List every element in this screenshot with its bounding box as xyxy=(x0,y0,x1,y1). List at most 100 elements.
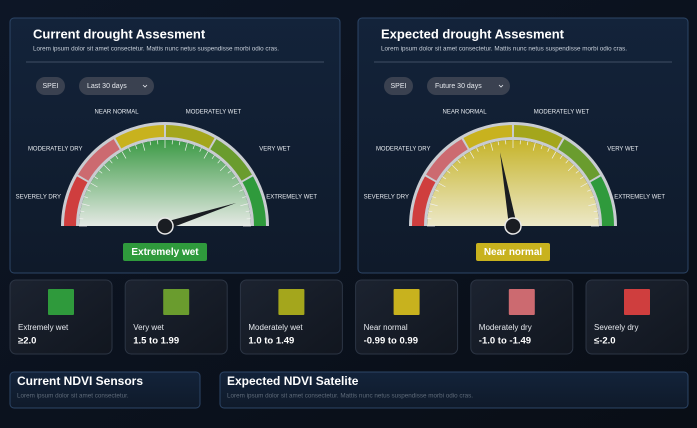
gauge-needle xyxy=(499,152,517,227)
gauge-tick xyxy=(593,210,598,213)
gauge-tick xyxy=(90,182,98,188)
gauge-tick xyxy=(457,159,461,164)
gauge-tick xyxy=(232,182,240,188)
gauge-segment xyxy=(242,176,266,226)
gauge-tick xyxy=(483,145,486,150)
gauge-tick xyxy=(239,189,244,192)
period-label: Last 30 days xyxy=(87,83,127,90)
gauge-tick xyxy=(245,210,250,213)
gauge-tick xyxy=(476,147,479,152)
gauge-tick xyxy=(81,203,90,207)
zone-label: MODERATELY WET xyxy=(186,109,242,115)
gauge-tick xyxy=(526,141,529,146)
zone-label: VERY WET xyxy=(607,147,638,153)
panel-subtitle: Lorem ipsum dolor sit amet consectetur. … xyxy=(381,46,627,53)
zone-label: NEAR NORMAL xyxy=(95,109,140,115)
status-label: Near normal xyxy=(484,247,543,258)
gauge-needle xyxy=(163,202,237,230)
gauge-tick xyxy=(178,141,181,146)
gauge-face xyxy=(79,140,251,226)
bottom-panel-title: Current NDVI Sensors xyxy=(17,374,143,388)
gauge-tick xyxy=(84,196,89,199)
legend-label: Very wet xyxy=(133,323,164,332)
period-dropdown[interactable] xyxy=(79,77,154,95)
gauge-tick xyxy=(438,182,446,188)
legend-card xyxy=(470,279,574,355)
gauge-tick xyxy=(231,176,236,180)
gauge-tick xyxy=(575,170,580,174)
gauge-tick xyxy=(211,155,215,160)
dropdown-chevron xyxy=(142,84,148,88)
gauge-tick xyxy=(580,182,588,188)
gauge-tick xyxy=(135,145,138,150)
gauge-segment xyxy=(558,139,600,181)
legend-range: -0.99 to 0.99 xyxy=(364,336,418,347)
legend-swatch xyxy=(624,289,650,315)
bottom-panel xyxy=(219,371,689,409)
zone-label: MODERATELY DRY xyxy=(28,147,83,153)
legend-range: 1.0 to 1.49 xyxy=(248,336,294,347)
gauge-tick xyxy=(86,189,91,192)
legend-card xyxy=(355,279,459,355)
gauge-tick xyxy=(497,141,500,146)
zone-label: EXTREMELY WET xyxy=(614,194,665,200)
gauge-tick xyxy=(109,159,113,164)
gauge-tick xyxy=(451,164,459,172)
gauge-tick xyxy=(446,170,451,174)
bottom-panel xyxy=(9,371,201,409)
gauge-segment xyxy=(513,125,563,149)
legend-range: ≤-2.0 xyxy=(594,336,616,347)
zone-label: MODERATELY WET xyxy=(534,109,590,115)
legend-label: Moderately dry xyxy=(479,323,532,332)
gauge-tick xyxy=(115,155,119,160)
gauge-tick xyxy=(203,151,209,159)
gauge-tick xyxy=(588,203,597,207)
gauge-tick xyxy=(192,145,195,150)
legend-swatch xyxy=(278,289,305,315)
gauge-segment xyxy=(165,125,215,149)
gauge-tick xyxy=(551,151,557,159)
panel-subtitle: Lorem ipsum dolor sit amet consectetur. … xyxy=(33,46,279,53)
legend-range: -1.0 to -1.49 xyxy=(479,336,531,347)
gauge-tick xyxy=(240,203,249,207)
legend-label: Extremely wet xyxy=(18,323,69,332)
zone-label: SEVERELY DRY xyxy=(16,194,61,200)
needle-hub xyxy=(156,217,174,235)
legend-label: Severely dry xyxy=(594,323,638,332)
gauge-tick xyxy=(121,151,127,159)
legend-swatch xyxy=(163,289,190,315)
legend-range: ≥2.0 xyxy=(18,336,36,347)
index-pill[interactable] xyxy=(36,77,65,95)
legend-range: 1.5 to 1.99 xyxy=(133,336,179,347)
gauge-segment xyxy=(210,139,252,181)
legend-card xyxy=(239,279,343,355)
gauge-segment xyxy=(64,176,88,226)
gauge-tick xyxy=(434,189,439,192)
status-label: Extremely wet xyxy=(131,247,199,258)
bottom-panel-title: Expected NDVI Satelite xyxy=(227,374,359,388)
gauge-tick xyxy=(589,196,594,199)
gauge-tick xyxy=(469,151,475,159)
index-label: SPEI xyxy=(391,83,407,90)
legend-swatch xyxy=(508,289,535,315)
gauge-segment xyxy=(78,139,120,181)
gauge-tick xyxy=(532,142,536,151)
gauge-tick xyxy=(547,147,550,152)
period-dropdown[interactable] xyxy=(427,77,510,95)
gauge-tick xyxy=(199,147,202,152)
gauge-tick xyxy=(429,203,438,207)
legend-label: Moderately wet xyxy=(248,323,303,332)
gauge-tick xyxy=(567,164,575,172)
gauge-tick xyxy=(149,141,152,146)
legend-card xyxy=(124,279,228,355)
index-pill[interactable] xyxy=(384,77,413,95)
zone-label: VERY WET xyxy=(259,147,290,153)
gauge-tick xyxy=(184,142,188,151)
needle-hub xyxy=(504,217,522,235)
gauge-tick xyxy=(103,164,111,172)
gauge-tick xyxy=(217,159,221,164)
gauge-tick xyxy=(565,159,569,164)
zone-label: SEVERELY DRY xyxy=(364,194,409,200)
index-label: SPEI xyxy=(43,83,59,90)
gauge-segment xyxy=(463,125,513,149)
